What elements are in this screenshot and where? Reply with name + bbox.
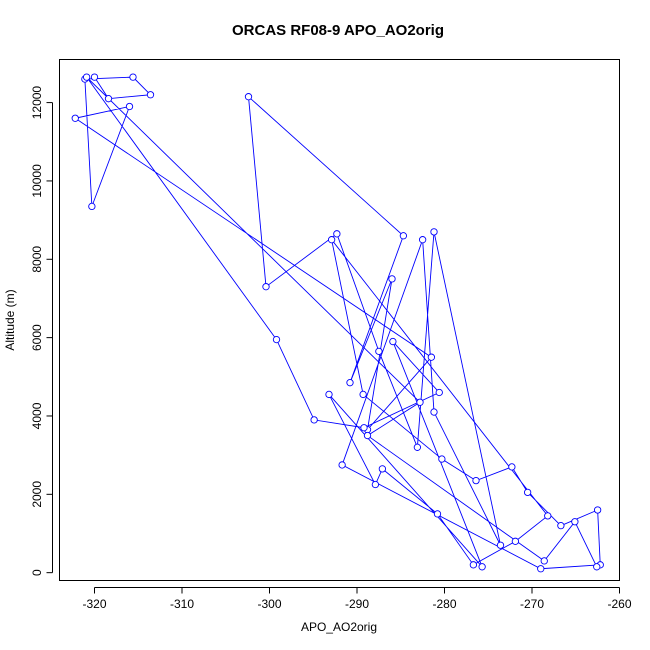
data-point [360, 424, 368, 432]
data-point [359, 390, 367, 399]
y-tick-label: 8000 [30, 246, 44, 273]
data-point [71, 114, 79, 122]
data-point [478, 563, 486, 571]
data-point [90, 73, 99, 81]
series-line [74, 76, 601, 570]
data-point [88, 202, 96, 211]
data-point [399, 232, 408, 240]
plot-frame [59, 59, 620, 581]
data-point [511, 537, 520, 545]
data-point [544, 512, 552, 520]
data-point [430, 228, 438, 236]
x-axis-label: APO_AO2orig [301, 620, 377, 634]
data-point [472, 476, 480, 485]
data-point [438, 455, 446, 463]
data-point [433, 510, 442, 518]
x-tick-label: -260 [607, 597, 631, 611]
plot-series [71, 73, 604, 573]
data-point [82, 73, 91, 81]
x-tick-label: -270 [520, 597, 544, 611]
x-tick-label: -320 [82, 597, 106, 611]
data-point [593, 506, 602, 514]
data-point [388, 275, 396, 283]
data-point [416, 398, 424, 406]
y-axis-label: Altitude (m) [3, 289, 17, 350]
x-tick-label: -300 [257, 597, 281, 611]
x-tick-label: -290 [345, 597, 369, 611]
data-point [418, 236, 427, 244]
x-tick-label: -280 [432, 597, 456, 611]
data-point [378, 465, 387, 473]
data-point [125, 102, 134, 111]
data-point [129, 73, 137, 81]
data-point [262, 283, 270, 291]
data-point [346, 379, 354, 387]
data-point [325, 390, 333, 399]
data-point [427, 353, 436, 361]
data-point [338, 461, 346, 469]
data-point [557, 522, 565, 530]
y-tick-label: 6000 [30, 324, 44, 351]
data-point [571, 518, 579, 526]
chart-title: ORCAS RF08-9 APO_AO2orig [232, 22, 444, 39]
data-point [496, 541, 505, 549]
data-point [363, 431, 372, 440]
data-point [523, 488, 532, 497]
x-axis: -320 -310 -300 -290 -280 -270 -260 [82, 587, 632, 611]
y-tick-label: 12000 [30, 86, 44, 120]
data-point [430, 408, 438, 416]
data-point [540, 557, 548, 565]
data-point [371, 480, 380, 489]
data-point [375, 347, 383, 355]
data-point [333, 230, 341, 238]
data-point [469, 561, 478, 569]
data-point [310, 416, 318, 424]
data-point [435, 388, 443, 397]
data-point [104, 95, 113, 103]
data-point [389, 337, 397, 346]
data-point [272, 335, 281, 344]
data-point [327, 236, 336, 244]
data-point [508, 463, 516, 471]
data-point [413, 443, 422, 451]
data-point [537, 565, 545, 573]
y-axis: 0 2000 4000 6000 8000 10000 12000 [30, 86, 53, 576]
data-point [244, 93, 253, 101]
data-point [146, 91, 155, 99]
y-tick-label: 4000 [30, 402, 44, 429]
y-tick-label: 0 [30, 569, 44, 576]
data-point [593, 563, 601, 571]
y-tick-label: 2000 [30, 481, 44, 508]
x-tick-label: -310 [170, 597, 194, 611]
y-tick-label: 10000 [30, 164, 44, 198]
